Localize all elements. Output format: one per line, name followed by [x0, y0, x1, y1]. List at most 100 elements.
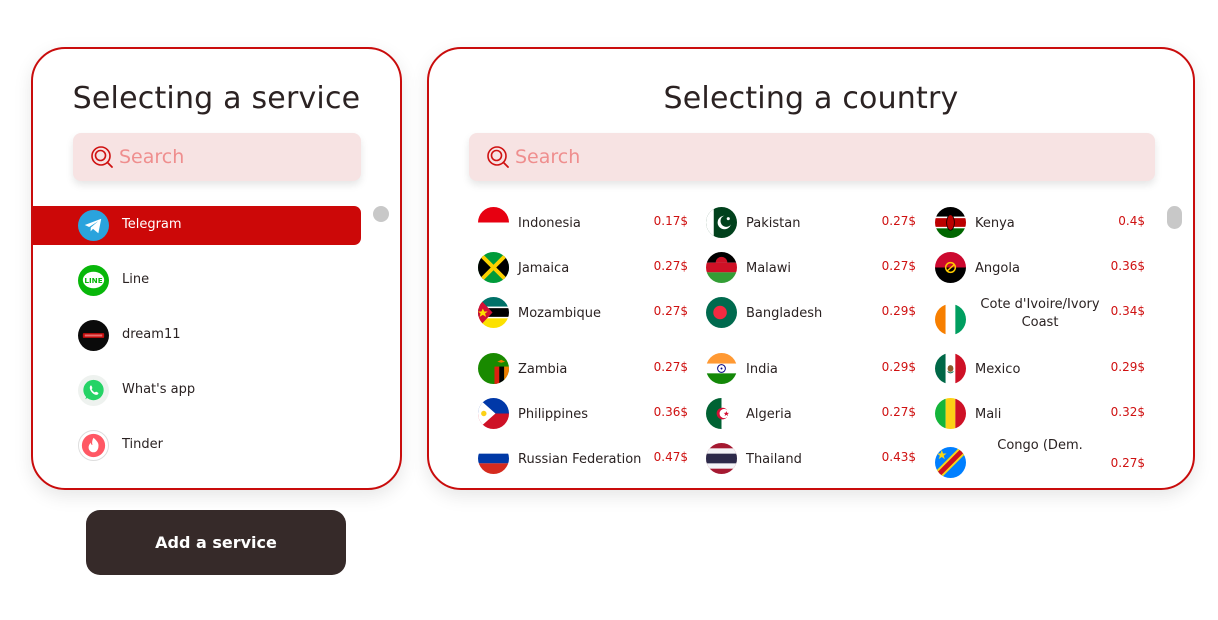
country-price: 0.47$ [653, 450, 688, 464]
country-name: India [746, 362, 778, 377]
country-item-congo-dem[interactable]: Congo (Dem. 0.27$ [935, 438, 1155, 481]
search-icon [91, 146, 113, 168]
service-label: What's app [122, 382, 196, 397]
country-name: Malawi [746, 261, 792, 276]
mexico-flag-icon [935, 353, 966, 384]
country-item-india[interactable]: India 0.29$ [706, 353, 926, 387]
country-name: Algeria [746, 407, 792, 422]
service-selection-panel: Selecting a service Telegram LINE Line d… [31, 47, 402, 490]
country-price: 0.27$ [1110, 456, 1145, 470]
country-item-pakistan[interactable]: Pakistan 0.27$ [706, 207, 926, 241]
country-name: Thailand [746, 452, 802, 467]
russia-flag-icon [478, 443, 509, 474]
ivory-coast-flag-icon [935, 304, 966, 335]
country-item-zambia[interactable]: Zambia 0.27$ [478, 353, 698, 387]
country-panel-title: Selecting a country [663, 81, 959, 116]
bangladesh-flag-icon [706, 297, 737, 328]
search-icon [487, 146, 509, 168]
country-item-angola[interactable]: Angola 0.36$ [935, 252, 1155, 286]
country-name: Russian Federation [518, 452, 642, 467]
malawi-flag-icon [706, 252, 737, 283]
country-price: 0.27$ [653, 360, 688, 374]
service-label: Telegram [122, 217, 182, 232]
country-item-algeria[interactable]: Algeria 0.27$ [706, 398, 926, 432]
service-item-dream11[interactable]: dream11 [33, 316, 361, 355]
country-item-mozambique[interactable]: Mozambique 0.27$ [478, 297, 698, 331]
country-price: 0.29$ [1110, 360, 1145, 374]
country-name: Pakistan [746, 216, 801, 231]
dream11-icon [78, 320, 109, 351]
country-name: Mali [975, 407, 1002, 422]
line-icon: LINE [78, 265, 109, 296]
jamaica-flag-icon [478, 252, 509, 283]
country-name: Kenya [975, 216, 1015, 231]
kenya-flag-icon [935, 207, 966, 238]
service-panel-title: Selecting a service [72, 81, 361, 116]
country-price: 0.36$ [653, 405, 688, 419]
congo-dem-flag-icon [935, 447, 966, 478]
country-name: Bangladesh [746, 306, 823, 321]
country-item-russia[interactable]: Russian Federation 0.47$ [478, 443, 698, 477]
country-name: Mozambique [518, 306, 601, 321]
country-item-mexico[interactable]: Mexico 0.29$ [935, 353, 1155, 387]
country-list-scrollbar[interactable] [1167, 206, 1182, 229]
country-name: Cote d'Ivoire/Ivory Coast [980, 297, 1100, 330]
service-search-input[interactable] [119, 133, 351, 181]
india-flag-icon [706, 353, 737, 384]
service-item-line[interactable]: LINE Line [33, 261, 361, 300]
country-price: 0.34$ [1110, 304, 1145, 318]
country-name: Mexico [975, 362, 1021, 377]
country-price: 0.27$ [881, 405, 916, 419]
country-item-ivory-coast[interactable]: Cote d'Ivoire/Ivory Coast 0.34$ [935, 297, 1155, 338]
country-item-indonesia[interactable]: Indonesia 0.17$ [478, 207, 698, 241]
thailand-flag-icon [706, 443, 737, 474]
country-name: Angola [975, 261, 1020, 276]
service-item-whatsapp[interactable]: What's app [33, 371, 361, 410]
mali-flag-icon [935, 398, 966, 429]
country-price: 0.27$ [881, 214, 916, 228]
country-item-philippines[interactable]: Philippines 0.36$ [478, 398, 698, 432]
service-list-scrollbar[interactable] [373, 206, 389, 222]
country-price: 0.17$ [653, 214, 688, 228]
service-item-telegram[interactable]: Telegram [33, 206, 361, 245]
country-item-kenya[interactable]: Kenya 0.4$ [935, 207, 1155, 241]
country-price: 0.29$ [881, 360, 916, 374]
philippines-flag-icon [478, 398, 509, 429]
country-item-thailand[interactable]: Thailand 0.43$ [706, 443, 926, 477]
country-price: 0.27$ [653, 259, 688, 273]
algeria-flag-icon [706, 398, 737, 429]
country-name: Jamaica [518, 261, 570, 276]
country-item-jamaica[interactable]: Jamaica 0.27$ [478, 252, 698, 286]
country-search-box [469, 133, 1155, 181]
zambia-flag-icon [478, 353, 509, 384]
country-item-bangladesh[interactable]: Bangladesh 0.29$ [706, 297, 926, 331]
country-price: 0.29$ [881, 304, 916, 318]
country-item-malawi[interactable]: Malawi 0.27$ [706, 252, 926, 286]
service-search-box [73, 133, 361, 181]
country-price: 0.4$ [1118, 214, 1145, 228]
pakistan-flag-icon [706, 207, 737, 238]
service-item-tinder[interactable]: Tinder [33, 426, 361, 465]
whatsapp-icon [78, 375, 109, 406]
mozambique-flag-icon [478, 297, 509, 328]
country-price: 0.27$ [881, 259, 916, 273]
country-name: Zambia [518, 362, 568, 377]
country-name: Congo (Dem. [997, 438, 1083, 453]
country-price: 0.43$ [881, 450, 916, 464]
angola-flag-icon [935, 252, 966, 283]
country-item-mali[interactable]: Mali 0.32$ [935, 398, 1155, 432]
add-service-button[interactable]: Add a service [86, 510, 346, 575]
svg-text:LINE: LINE [84, 276, 102, 285]
country-price: 0.32$ [1110, 405, 1145, 419]
country-price: 0.36$ [1110, 259, 1145, 273]
service-label: Tinder [122, 437, 163, 452]
telegram-icon [78, 210, 109, 241]
country-name: Indonesia [518, 216, 581, 231]
tinder-icon [78, 430, 109, 461]
service-label: dream11 [122, 327, 181, 342]
country-price: 0.27$ [653, 304, 688, 318]
service-label: Line [122, 272, 150, 287]
country-search-input[interactable] [515, 133, 1145, 181]
indonesia-flag-icon [478, 207, 509, 238]
country-name: Philippines [518, 407, 589, 422]
